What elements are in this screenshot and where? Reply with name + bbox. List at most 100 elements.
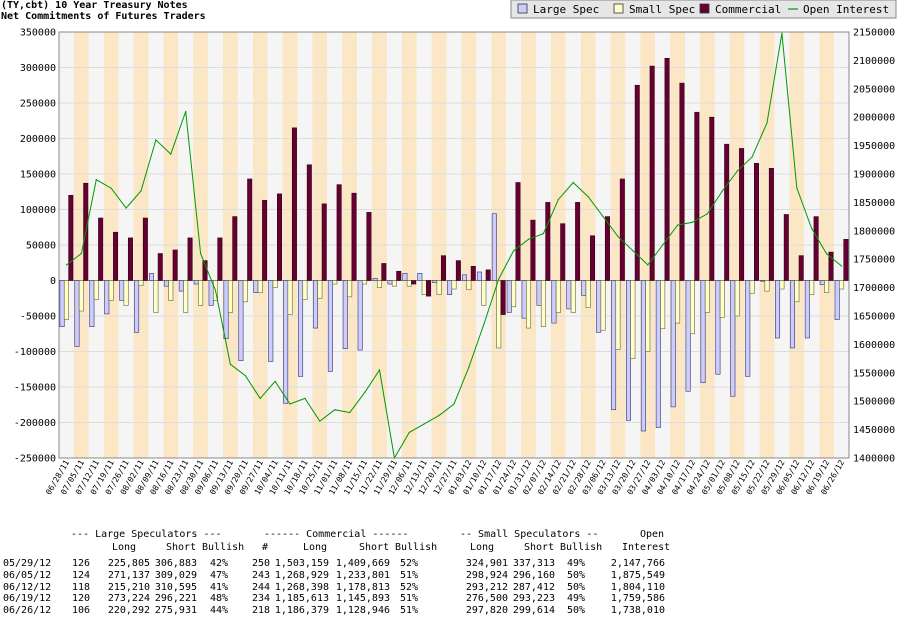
open-interest-point (468, 366, 470, 368)
y2-tick-label: 1600000 (853, 340, 895, 351)
y2-tick-label: 2150000 (853, 28, 895, 39)
small-spec-bar (809, 280, 815, 295)
commercial-bar (113, 231, 119, 281)
large-spec-bar (551, 280, 557, 324)
ls-bullish: 47% (209, 569, 228, 581)
large-spec-bar (819, 280, 825, 286)
small-spec-bar (153, 280, 159, 313)
commercial-bar (351, 192, 357, 281)
small-spec-bar (242, 280, 248, 303)
commercial-bar (813, 216, 819, 281)
open-interest-point (617, 235, 619, 238)
open-interest-point (140, 190, 142, 192)
large-spec-bar (655, 280, 661, 428)
ls-bullish: 42% (209, 558, 228, 569)
open-interest-point (513, 250, 515, 252)
small-spec-bar (645, 280, 651, 352)
small-spec-bar (734, 280, 740, 317)
large-spec-bar (447, 280, 453, 295)
legend: Large Spec Small Spec Commercial Open Inter… (510, 0, 897, 19)
legend-label: Commercial (715, 3, 781, 16)
small-spec-bar (272, 280, 278, 288)
cot-chart: 350000 300000 250000 200000 150000 100000 5000… (1, 0, 897, 496)
small-spec-bar (794, 280, 800, 303)
open-interest-point (721, 190, 723, 192)
small-spec-bar (332, 280, 338, 285)
y2-tick-label: 2100000 (853, 56, 895, 67)
c-short: 1,128,946 (335, 605, 390, 617)
open-interest-point (304, 397, 306, 399)
open-interest-point (65, 264, 68, 266)
large-spec-bar (611, 280, 617, 411)
large-spec-bar (640, 280, 646, 432)
plot-frame (58, 31, 850, 459)
small-spec-bar (630, 280, 636, 359)
open-interest-point (781, 32, 783, 34)
commercial-bar (724, 143, 730, 281)
ls-long: 271,137 (107, 569, 150, 581)
open-interest-point (110, 187, 112, 189)
ls-bullish: 41% (209, 581, 228, 593)
c-short: 1,409,669 (335, 558, 390, 569)
commercial-bar (470, 265, 476, 281)
large-spec-bar (223, 280, 229, 340)
commercial-bar (381, 263, 387, 281)
large-spec-bar (834, 280, 840, 320)
large-spec-bar (775, 280, 781, 339)
small-spec-bar (302, 280, 308, 300)
ss-short: 296,160 (512, 569, 555, 581)
c-short: 1,233,801 (335, 569, 390, 581)
small-spec-bar (123, 280, 129, 306)
large-spec-group-header: --- Large Speculators --- (71, 529, 222, 540)
ss-short: 293,223 (512, 593, 555, 605)
open-interest-point (572, 181, 574, 184)
open-interest-point (274, 380, 276, 382)
small-spec-bar (421, 280, 427, 295)
y2-tick-label: 1750000 (853, 255, 895, 266)
small-spec-bar (526, 280, 532, 329)
y-tick-label: 250000 (20, 99, 56, 110)
y2-tick-label: 1550000 (853, 368, 895, 379)
open-interest-point (662, 244, 664, 246)
large-spec-bar (804, 280, 810, 339)
large-spec-bar (253, 280, 259, 293)
x-axis: 06/28/1107/05/1107/12/1107/19/1107/26/11… (44, 458, 846, 496)
commercial-bar (232, 216, 238, 281)
small-spec-bar (376, 280, 382, 288)
ls-short: 296,221 (154, 593, 197, 605)
open-interest-point (632, 250, 634, 252)
row-date: 06/05/12 (3, 569, 52, 581)
small-spec-bar (570, 280, 576, 313)
commercial-bar (545, 202, 551, 281)
commercial-bar (590, 235, 596, 281)
small-spec-bar (600, 280, 606, 331)
commercial-bar (828, 251, 834, 281)
commercial-bar (127, 237, 133, 281)
large-spec-bar (625, 280, 631, 421)
open-interest-point (676, 224, 679, 226)
commercial-bar (262, 199, 268, 281)
c-bullish: 51% (399, 605, 418, 617)
large-spec-bar (163, 280, 169, 287)
c-num: 218 (252, 605, 271, 617)
c-bullish: 52% (399, 581, 418, 593)
ss-bullish: 50% (566, 581, 585, 593)
y-tick-label: -200000 (14, 418, 56, 429)
large-spec-bar (670, 280, 676, 408)
small-spec-bar (406, 280, 412, 287)
commercial-bar (679, 82, 685, 281)
summary-row: 05/29/12 126 225,805 306,883 42% 250 1,503,159… (0, 558, 898, 570)
open-interest-point (185, 110, 187, 113)
small-spec-group-header: -- Small Speculators -- (460, 529, 599, 540)
c-num: 234 (252, 593, 271, 605)
small-spec-bar (227, 280, 233, 313)
y-tick-label: -100000 (14, 347, 56, 358)
large-spec-bar (238, 280, 244, 362)
commercial-bar (694, 111, 700, 281)
row-date: 06/26/12 (3, 605, 52, 617)
large-spec-bar (134, 280, 140, 333)
y-tick-label: 200000 (20, 134, 56, 145)
large-spec-bar (402, 273, 408, 281)
small-spec-bar (138, 280, 144, 286)
small-spec-bar (466, 280, 472, 291)
